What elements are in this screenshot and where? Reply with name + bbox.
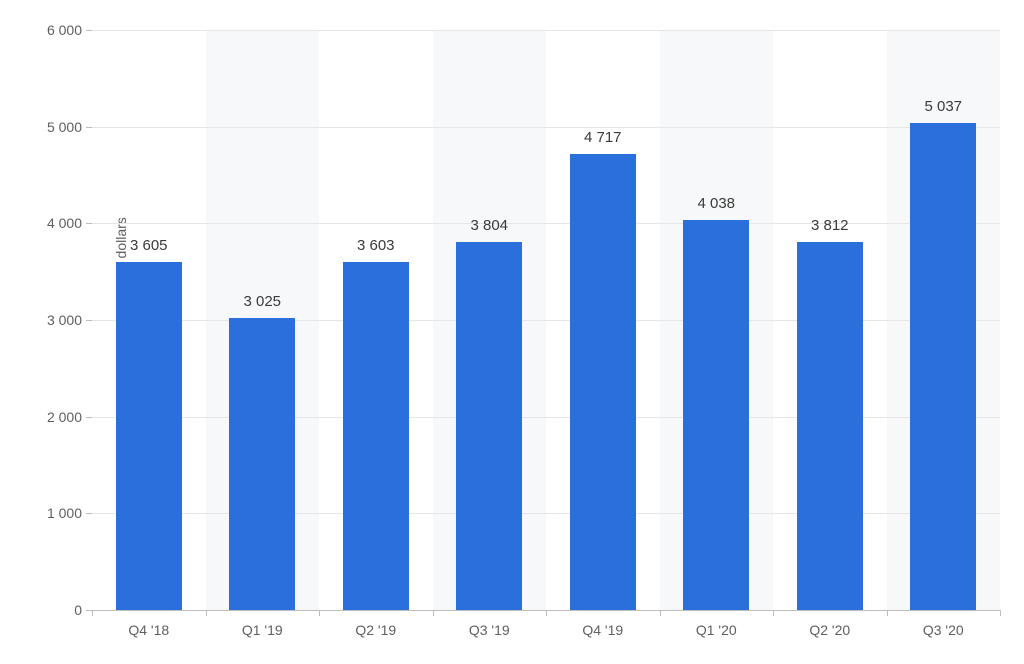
bar-value-label: 3 603 [343,237,409,254]
y-tick-label: 4 000 [47,215,92,231]
bar: 3 603 [343,262,409,610]
x-tick-mark [319,610,320,616]
x-tick-label: Q3 '20 [923,610,964,638]
x-tick-label: Q1 '19 [242,610,283,638]
x-tick-mark [546,610,547,616]
x-tick-mark [206,610,207,616]
bar: 3 812 [797,242,863,610]
bar: 3 025 [229,318,295,610]
bar-value-label: 4 717 [570,129,636,146]
x-tick-mark [433,610,434,616]
revenue-bar-chart: Gross revenues in billion U.S. dollars 0… [0,0,1024,664]
bar: 3 804 [456,242,522,610]
x-tick-label: Q4 '18 [128,610,169,638]
y-tick-label: 6 000 [47,22,92,38]
bar: 4 717 [570,154,636,610]
bar-value-label: 3 605 [116,237,182,254]
bars-layer: 3 605 3 025 3 603 3 804 4 717 4 038 3 812 5 037 [92,30,1000,610]
y-tick-label: 5 000 [47,119,92,135]
x-tick-mark [92,610,93,616]
bar: 3 605 [116,262,182,610]
plot-area: 01 0002 0003 0004 0005 0006 0003 6053 02… [92,30,1000,610]
x-tick-mark [887,610,888,616]
x-tick-mark [773,610,774,616]
bar-value-label: 3 812 [797,217,863,234]
bar: 5 037 [910,123,976,610]
y-tick-label: 0 [74,602,92,618]
x-tick-label: Q2 '20 [809,610,850,638]
x-tick-label: Q4 '19 [582,610,623,638]
y-tick-label: 1 000 [47,505,92,521]
y-tick-label: 2 000 [47,409,92,425]
y-tick-label: 3 000 [47,312,92,328]
bar-value-label: 3 804 [456,217,522,234]
x-tick-mark [1000,610,1001,616]
bar-value-label: 5 037 [910,98,976,115]
x-tick-label: Q1 '20 [696,610,737,638]
x-tick-label: Q2 '19 [355,610,396,638]
bar: 4 038 [683,220,749,610]
x-tick-mark [660,610,661,616]
bar-value-label: 4 038 [683,195,749,212]
bar-value-label: 3 025 [229,293,295,310]
x-tick-label: Q3 '19 [469,610,510,638]
